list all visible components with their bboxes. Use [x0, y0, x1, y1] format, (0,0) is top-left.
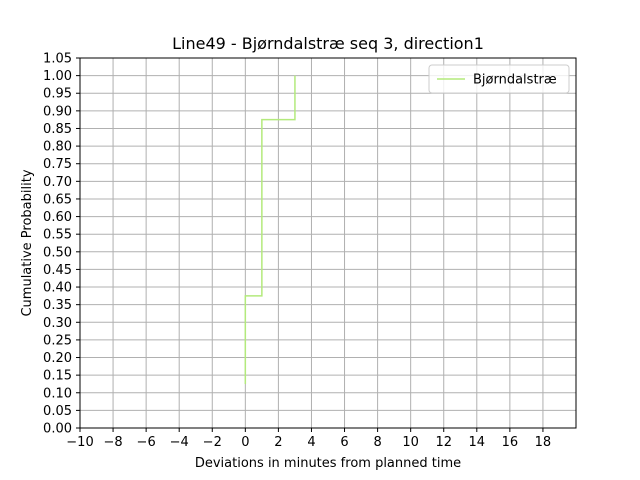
- x-tick-label: 16: [502, 435, 519, 450]
- x-tick-label: 18: [535, 435, 552, 450]
- y-tick-label: 0.55: [43, 228, 72, 243]
- y-tick-label: 0.50: [43, 245, 72, 260]
- y-tick-label: 0.15: [43, 369, 72, 384]
- plot-frame: [79, 57, 577, 429]
- y-tick-label: 0.00: [43, 422, 72, 437]
- series-line: [244, 75, 296, 384]
- y-tick-label: 0.20: [43, 351, 72, 366]
- x-tick-label: 6: [340, 435, 348, 450]
- y-tick-label: 1.00: [43, 69, 72, 84]
- legend-box: [428, 64, 570, 94]
- y-tick-label: 0.05: [43, 404, 72, 419]
- y-tick-label: 0.60: [43, 210, 72, 225]
- y-tick-label: 0.10: [43, 386, 72, 401]
- y-tick-label: 0.95: [43, 87, 72, 102]
- x-tick-label: 12: [435, 435, 452, 450]
- y-tick-label: 1.05: [43, 52, 72, 67]
- y-tick-label: 0.25: [43, 333, 72, 348]
- x-tick-label: 14: [469, 435, 486, 450]
- y-tick-label: 0.90: [43, 104, 72, 119]
- y-tick-label: 0.80: [43, 140, 72, 155]
- x-tick-label: −10: [66, 435, 93, 450]
- y-tick-label: 0.40: [43, 281, 72, 296]
- y-axis-label: Cumulative Probability: [20, 169, 35, 316]
- x-tick-label: 2: [274, 435, 282, 450]
- x-tick-label: 8: [373, 435, 381, 450]
- y-tick-label: 0.30: [43, 316, 72, 331]
- y-axis: 0.00 0.05 0.10 0.15 0.20 0.25 0.30 0.35 0.40 0.45…: [43, 52, 80, 437]
- series-layer: [244, 75, 296, 384]
- x-axis-label: Deviations in minutes from planned time: [195, 456, 461, 471]
- x-axis: −10 −8 −6 −4 −2 0 2 4 6 8 10 12 14 16 18: [66, 428, 551, 450]
- y-tick-label: 0.70: [43, 175, 72, 190]
- x-tick-label: 4: [307, 435, 315, 450]
- y-tick-label: 0.85: [43, 122, 72, 137]
- chart-title: Line49 - Bjørndalstræ seq 3, direction1: [172, 34, 484, 53]
- y-tick-label: 0.35: [43, 298, 72, 313]
- y-tick-label: 0.65: [43, 192, 72, 207]
- x-tick-label: −4: [170, 435, 189, 450]
- legend: Bjørndalstræ: [428, 64, 570, 94]
- x-tick-label: −8: [103, 435, 122, 450]
- y-tick-label: 0.45: [43, 263, 72, 278]
- x-tick-label: −6: [137, 435, 156, 450]
- x-tick-label: −2: [203, 435, 222, 450]
- grid: [79, 57, 576, 429]
- legend-label: Bjørndalstræ: [473, 73, 557, 88]
- y-tick-label: 0.75: [43, 157, 72, 172]
- x-tick-label: 10: [402, 435, 419, 450]
- x-tick-label: 0: [241, 435, 249, 450]
